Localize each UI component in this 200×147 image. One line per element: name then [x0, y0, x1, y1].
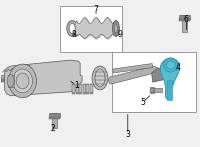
- Bar: [90, 84, 93, 94]
- Text: 5: 5: [140, 98, 145, 107]
- Text: 6: 6: [184, 15, 189, 24]
- Ellipse shape: [13, 69, 32, 93]
- Polygon shape: [152, 68, 165, 82]
- Text: 2: 2: [51, 124, 56, 133]
- Bar: [179, 19, 190, 21]
- Bar: [150, 87, 154, 93]
- Text: 4: 4: [176, 63, 181, 72]
- Polygon shape: [108, 66, 158, 84]
- Bar: [150, 89, 154, 91]
- Text: 1: 1: [74, 81, 79, 90]
- Text: 8: 8: [72, 30, 77, 39]
- Ellipse shape: [67, 20, 78, 36]
- Polygon shape: [5, 60, 82, 96]
- Bar: [79, 84, 82, 94]
- Bar: [86, 84, 89, 94]
- Bar: [113, 64, 153, 73]
- Bar: [49, 113, 60, 117]
- Bar: [182, 15, 187, 32]
- Ellipse shape: [164, 58, 177, 72]
- Bar: [83, 84, 86, 85]
- Bar: [1, 79, 19, 82]
- Bar: [76, 84, 79, 85]
- Ellipse shape: [112, 20, 119, 36]
- Bar: [83, 84, 86, 94]
- Bar: [60, 6, 122, 52]
- Polygon shape: [161, 58, 179, 99]
- Ellipse shape: [92, 66, 108, 90]
- Ellipse shape: [9, 64, 36, 98]
- Text: 7: 7: [94, 5, 98, 14]
- Bar: [72, 84, 75, 94]
- Bar: [83, 92, 86, 94]
- Bar: [52, 113, 57, 128]
- Ellipse shape: [114, 24, 117, 33]
- Bar: [49, 117, 60, 119]
- Bar: [72, 84, 75, 85]
- Ellipse shape: [95, 69, 105, 87]
- Bar: [79, 84, 82, 85]
- Bar: [86, 84, 89, 85]
- Bar: [76, 92, 79, 94]
- Bar: [167, 80, 172, 100]
- Bar: [76, 84, 79, 94]
- Bar: [90, 84, 93, 85]
- Bar: [79, 92, 82, 94]
- Bar: [86, 92, 89, 94]
- Bar: [90, 92, 93, 94]
- Bar: [1, 75, 19, 79]
- Ellipse shape: [167, 61, 174, 69]
- Text: 3: 3: [125, 130, 130, 139]
- Ellipse shape: [16, 73, 29, 89]
- Ellipse shape: [69, 24, 75, 33]
- Bar: [179, 15, 190, 19]
- Text: 9: 9: [117, 30, 122, 39]
- Bar: [72, 92, 75, 94]
- Ellipse shape: [7, 75, 14, 87]
- Bar: [112, 52, 196, 112]
- Bar: [8, 75, 14, 87]
- Bar: [152, 88, 162, 92]
